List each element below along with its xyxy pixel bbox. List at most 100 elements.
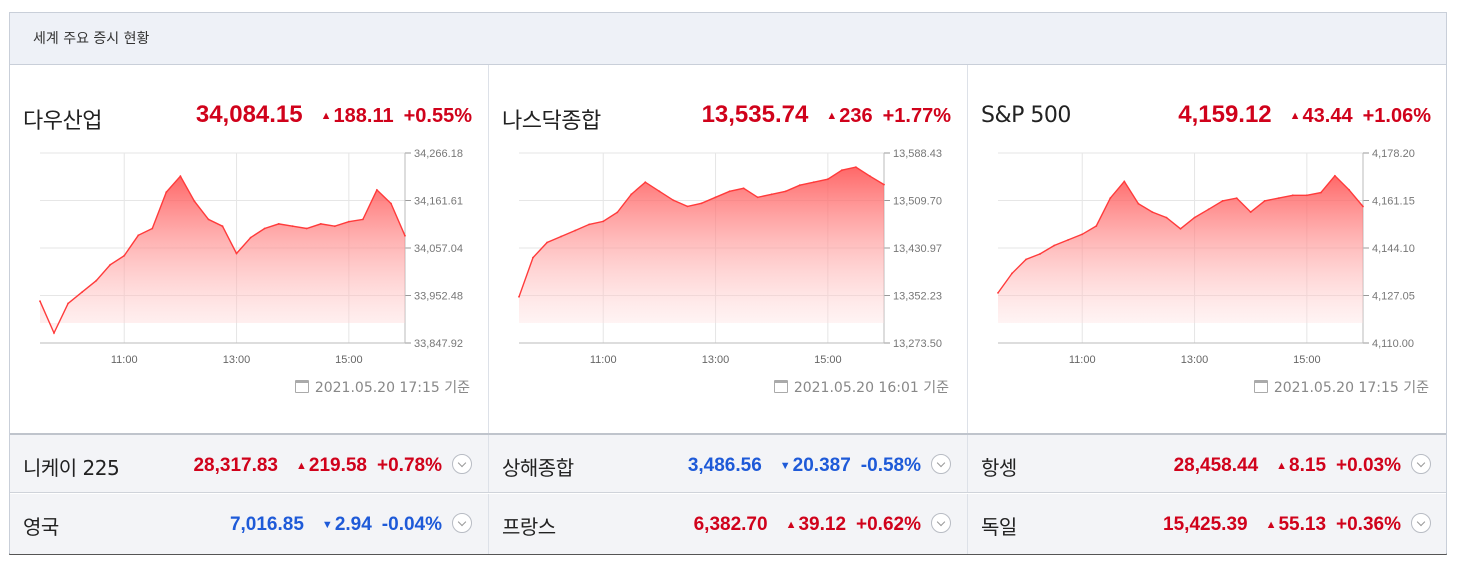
data-point [869, 175, 871, 178]
data-point [616, 211, 619, 214]
index-pct: +1.77% [882, 105, 951, 127]
y-tick-label: 4,110.00 [1372, 338, 1414, 350]
index-value: 34,084.15 [195, 101, 303, 128]
data-point [67, 302, 69, 305]
index-value: 13,535.74 [701, 101, 809, 128]
chevron-down-icon[interactable] [931, 513, 951, 533]
data-point [1151, 211, 1154, 213]
market-value: 6,382.70 [693, 514, 768, 535]
data-point [883, 183, 885, 186]
up-arrow-icon: ▲ [1265, 519, 1277, 531]
data-point [826, 178, 829, 181]
chevron-down-icon[interactable] [452, 454, 472, 474]
data-point [560, 235, 562, 238]
data-point [1221, 200, 1224, 202]
chevron-down-icon[interactable] [452, 513, 472, 533]
index-name: 나스닥종합 [502, 109, 601, 134]
market-row: 니케이 225 28,317.83 ▲ 219.58 +0.78% 상해종합 3,48… [10, 433, 1446, 493]
series-area [40, 176, 405, 333]
data-point [532, 256, 534, 259]
data-point [1348, 188, 1350, 191]
data-point [1305, 194, 1308, 197]
market-change: 20.387 [792, 455, 851, 476]
up-arrow-icon: ▲ [1276, 460, 1288, 472]
data-point [574, 229, 577, 232]
data-point [1123, 180, 1126, 183]
market-values: 28,458.44 ▲ 8.15 +0.03% [1174, 454, 1431, 477]
data-point [1263, 200, 1266, 202]
data-point [1193, 216, 1196, 219]
market-name: 니케이 225 [23, 456, 120, 480]
market-cell-uk[interactable]: 영국 7,016.85 ▼ 2.94 -0.04% [10, 494, 489, 554]
data-point [756, 196, 759, 199]
data-point [347, 220, 350, 223]
market-name: 상해종합 [502, 456, 574, 480]
up-arrow-icon: ▲ [826, 110, 838, 122]
chart-sp500[interactable]: 4,178.20 4,161.15 4,144.10 4,127.05 4,110.00… [968, 145, 1447, 365]
data-point [404, 234, 406, 237]
market-change: 2.94 [334, 514, 372, 535]
chevron-down-icon[interactable] [931, 454, 951, 474]
data-point [151, 227, 154, 230]
panel-dow[interactable]: 다우산업 34,084.15 ▲ 188.11 +0.55% 34,266.18 34,… [10, 65, 489, 433]
x-tick-label: 13:00 [702, 354, 730, 365]
market-name: 항셍 [981, 456, 1017, 480]
data-point [165, 191, 168, 193]
data-point [546, 241, 548, 244]
data-point [53, 332, 55, 334]
data-point [700, 202, 703, 205]
market-pct: -0.04% [381, 514, 442, 535]
index-name: S&P 500 [981, 103, 1071, 128]
data-point [1291, 194, 1294, 197]
y-tick-label: 33,952.48 [414, 291, 463, 303]
chevron-down-icon[interactable] [1411, 454, 1431, 474]
data-point [123, 254, 126, 257]
panel-nasdaq[interactable]: 나스닥종합 13,535.74 ▲ 236 +1.77% 13,588.43 13,50… [489, 65, 968, 433]
data-point [179, 175, 182, 178]
up-arrow-icon: ▲ [1289, 110, 1301, 122]
y-tick-label: 34,057.04 [414, 243, 463, 255]
y-tick-label: 34,266.18 [414, 148, 463, 160]
market-cell-shanghai[interactable]: 상해종합 3,486.56 ▼ 20.387 -0.58% [489, 435, 968, 492]
data-point [193, 200, 196, 203]
data-point [672, 199, 675, 202]
data-point [1025, 258, 1027, 261]
timestamp-text: 2021.05.20 16:01 기준 [793, 380, 949, 396]
y-tick-label: 13,509.70 [893, 196, 942, 208]
panel-sp500[interactable]: S&P 500 4,159.12 ▲ 43.44 +1.06% 4,178.20 4,1… [968, 65, 1447, 433]
index-pct: +0.55% [403, 105, 472, 127]
data-point [714, 196, 717, 199]
market-change: 219.58 [308, 455, 368, 476]
market-pct: -0.58% [860, 455, 921, 476]
data-point [1165, 216, 1168, 219]
data-point [686, 205, 689, 208]
market-widget: 세계 주요 증시 현황 다우산업 34,084.15 ▲ 188.11 +0.55% … [9, 12, 1447, 555]
x-tick-label: 15:00 [1293, 354, 1321, 365]
timestamp-text: 2021.05.20 17:15 기준 [314, 380, 470, 396]
chart-dow[interactable]: 34,266.18 34,161.61 34,057.04 33,952.48 33,8… [10, 145, 489, 365]
market-cell-france[interactable]: 프랑스 6,382.70 ▲ 39.12 +0.62% [489, 494, 968, 554]
market-cell-hangseng[interactable]: 항셍 28,458.44 ▲ 8.15 +0.03% [968, 435, 1447, 492]
data-point [1109, 197, 1112, 199]
data-point [81, 291, 83, 293]
market-cell-germany[interactable]: 독일 15,425.39 ▲ 55.13 +0.36% [968, 494, 1447, 554]
y-tick-label: 13,273.50 [893, 338, 942, 350]
data-point [1067, 239, 1070, 241]
market-change: 39.12 [798, 514, 847, 535]
data-point [1179, 227, 1182, 230]
market-pct: +0.36% [1336, 514, 1401, 535]
market-change: 55.13 [1278, 514, 1327, 535]
data-point [784, 190, 787, 193]
chart-nasdaq[interactable]: 13,588.43 13,509.70 13,430.97 13,352.23 13,2… [489, 145, 968, 365]
market-cell-nikkei[interactable]: 니케이 225 28,317.83 ▲ 219.58 +0.78% [10, 435, 489, 492]
timestamp: 2021.05.20 17:15 기준 [294, 377, 470, 397]
data-point [588, 223, 591, 226]
data-point [728, 190, 731, 193]
up-arrow-icon: ▲ [785, 519, 797, 531]
data-point [602, 220, 605, 223]
data-point [1095, 225, 1098, 227]
chevron-down-icon[interactable] [1411, 513, 1431, 533]
y-tick-label: 4,144.10 [1372, 243, 1415, 255]
data-point [221, 225, 224, 228]
series-area [998, 175, 1363, 323]
